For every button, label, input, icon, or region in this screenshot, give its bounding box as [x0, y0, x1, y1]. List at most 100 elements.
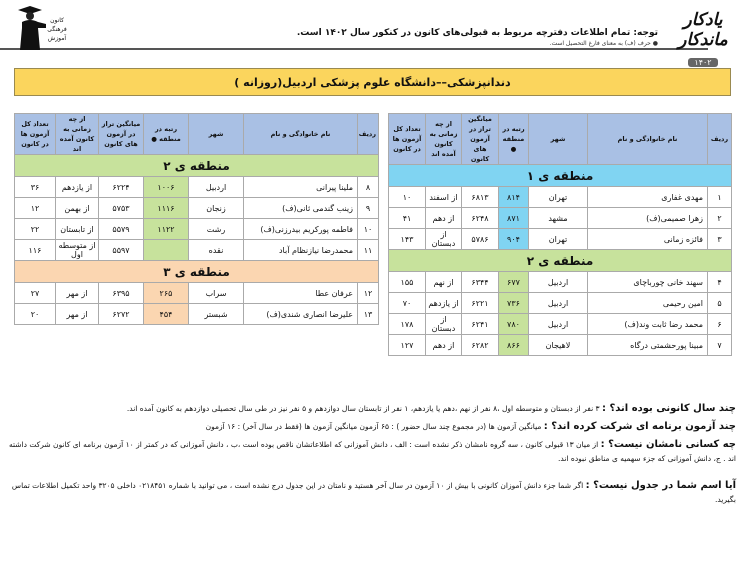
- zone-rank: ۸۱۴: [498, 186, 529, 208]
- note-question: چند سال کانونی بوده اند؟ :: [601, 403, 736, 414]
- table-row: ۹ زینب گندمی ثانی(ف) زنجان ۱۱۱۶ ۵۷۵۳ از بهمن ۱…: [14, 197, 379, 219]
- kanoon-logo: کانون فرهنگی آموزش: [6, 4, 67, 52]
- table-row: ۶ محمد رضا ثابت وند(ف) اردبیل ۷۸۰ ۶۲۴۱ از دبس…: [388, 313, 732, 335]
- zone-rank: ۸۶۶: [498, 334, 529, 356]
- average-score: ۶۳۴۴: [461, 271, 499, 293]
- row-number: ۲: [707, 207, 732, 229]
- page-title: دندانپزشکی––دانشگاه علوم پزشکی اردبیل(رو…: [14, 68, 731, 96]
- joined-since: از مهر: [55, 303, 99, 325]
- right-results-table: ردیف نام خانوادگی و نام شهر رتبه در منطقه ●…: [388, 113, 732, 356]
- joined-since: از مهر: [55, 282, 99, 304]
- note-paragraph: آیا اسم شما در جدول نیست؟ : اگر شما جزء …: [6, 479, 736, 507]
- exam-count: ۷۰: [388, 292, 426, 314]
- row-number: ۱۰: [357, 218, 379, 240]
- note-paragraph: چه کسانی نامشان نیست؟ : از میان ۱۳ قبولی…: [6, 438, 736, 466]
- exam-count: ۱۲: [14, 197, 56, 219]
- city: تهران: [528, 186, 588, 208]
- row-number: ۱۳: [357, 303, 379, 325]
- table-row: ۴ سهند خانی چورباچای اردبیل ۶۷۷ ۶۳۴۴ از نهم ۱۵…: [388, 271, 732, 293]
- average-score: ۶۲۸۲: [461, 334, 499, 356]
- note-question: چه کسانی نامشان نیست؟ :: [600, 439, 736, 450]
- table-row: ۷ مبینا پورحشمتی درگاه لاهیجان ۸۶۶ ۶۲۸۲ از ده…: [388, 334, 732, 356]
- city: اردبیل: [528, 271, 588, 293]
- notice-sub: ● حرف (ف) به معنای فارغ التحصیل است.: [549, 40, 658, 47]
- average-score: ۵۷۵۳: [98, 197, 144, 219]
- average-score: ۶۲۴۸: [461, 207, 499, 229]
- row-number: ۴: [707, 271, 732, 293]
- city: اردبیل: [528, 292, 588, 314]
- joined-since: از بهمن: [55, 197, 99, 219]
- exam-count: ۴۱: [388, 207, 426, 229]
- zone-row: منطقه ی ۳: [14, 260, 379, 283]
- exam-count: ۱۲۷: [388, 334, 426, 356]
- column-header: ردیف: [707, 113, 732, 165]
- city: نقده: [188, 239, 244, 261]
- zone-rank: [143, 239, 189, 261]
- column-header: از چه زمانی به کانون آمده اند: [425, 113, 462, 165]
- average-score: ۵۵۹۷: [98, 239, 144, 261]
- joined-since: از دهم: [425, 207, 462, 229]
- zone-rank: ۷۸۰: [498, 313, 529, 335]
- note-question: آیا اسم شما در جدول نیست؟ :: [585, 480, 736, 491]
- column-header: از چه زمانی به کانون آمده اند: [55, 113, 99, 155]
- row-number: ۹: [357, 197, 379, 219]
- zone-row: منطقه ی ۱: [388, 164, 732, 187]
- exam-count: ۳۶: [14, 176, 56, 198]
- city: زنجان: [188, 197, 244, 219]
- exam-count: ۱۷۸: [388, 313, 426, 335]
- joined-since: از دهم: [425, 334, 462, 356]
- city: رشت: [188, 218, 244, 240]
- column-header: تعداد کل آزمون ها در کانون: [388, 113, 426, 165]
- table-row: ۱۲ عرفان عطا سراب ۲۶۵ ۶۳۹۵ از مهر ۲۷: [14, 282, 379, 304]
- student-name: مهدی غفاری: [587, 186, 708, 208]
- joined-since: از یازدهم: [55, 176, 99, 198]
- student-name: مبینا پورحشمتی درگاه: [587, 334, 708, 356]
- joined-since: از دبستان: [425, 228, 462, 250]
- average-score: ۶۲۲۴: [98, 176, 144, 198]
- notice: توجه: تمام اطلاعات دفترچه مربوط به قبولی…: [297, 28, 658, 47]
- table-row: ۲ زهرا صمیمی(ف) مشهد ۸۷۱ ۶۲۴۸ از دهم ۴۱: [388, 207, 732, 229]
- student-name: امین رحیمی: [587, 292, 708, 314]
- row-number: ۷: [707, 334, 732, 356]
- student-name: عرفان عطا: [243, 282, 358, 304]
- table-row: ۱۱ محمدرضا نیازنظام آباد نقده ۵۵۹۷ از متوسطه…: [14, 239, 379, 261]
- note-answer: اگر شما جزء دانش آموزان کانونی با بیش از…: [11, 481, 736, 504]
- exam-count: ۱۰: [388, 186, 426, 208]
- city: اردبیل: [188, 176, 244, 198]
- zone-label: منطقه ی ۱: [388, 164, 732, 187]
- table-header: ردیف نام خانوادگی و نام شهر رتبه در منطقه ●…: [388, 113, 732, 165]
- zone-rank: ۶۷۷: [498, 271, 529, 293]
- table-row: ۱۳ علیرضا انصاری شندی(ف) شبستر ۴۵۴ ۶۲۷۲ از مه…: [14, 303, 379, 325]
- notice-main: توجه: تمام اطلاعات دفترچه مربوط به قبولی…: [296, 28, 658, 38]
- student-name: سهند خانی چورباچای: [587, 271, 708, 293]
- column-header: میانگین تراز در آزمون های کانون: [461, 113, 499, 165]
- average-score: ۶۲۲۱: [461, 292, 499, 314]
- student-name: زینب گندمی ثانی(ف): [243, 197, 358, 219]
- table-row: ۵ امین رحیمی اردبیل ۷۳۶ ۶۲۲۱ از یازدهم ۷۰: [388, 292, 732, 314]
- table-row: ۸ ملینا پیرانی اردبیل ۱۰۰۶ ۶۲۲۴ از یازدهم ۳۶: [14, 176, 379, 198]
- brand-name: یادکار ماندکار: [678, 10, 728, 50]
- joined-since: از دبستان: [425, 313, 462, 335]
- average-score: ۶۲۴۱: [461, 313, 499, 335]
- zone-rank: ۱۱۱۶: [143, 197, 189, 219]
- exam-count: ۱۵۵: [388, 271, 426, 293]
- city: تهران: [528, 228, 588, 250]
- average-score: ۵۷۸۶: [461, 228, 499, 250]
- zone-label: منطقه ی ۲: [14, 154, 379, 177]
- average-score: ۶۳۹۵: [98, 282, 144, 304]
- column-header: میانگین تراز در آزمون های کانون: [98, 113, 144, 155]
- table-row: ۳ فائزه زمانی تهران ۹۰۴ ۵۷۸۶ از دبستان ۱۴۳: [388, 228, 732, 250]
- zone-rank: ۱۰۰۶: [143, 176, 189, 198]
- student-name: فاطمه پورکریم بیدرزنی(ف): [243, 218, 358, 240]
- zone-row: منطقه ی ۲: [14, 154, 379, 177]
- row-number: ۱۱: [357, 239, 379, 261]
- row-number: ۱۲: [357, 282, 379, 304]
- row-number: ۶: [707, 313, 732, 335]
- column-header: رتبه در منطقه ●: [498, 113, 529, 165]
- zone-rank: ۱۱۲۲: [143, 218, 189, 240]
- zone-label: منطقه ی ۳: [14, 260, 379, 283]
- exam-count: ۲۰: [14, 303, 56, 325]
- column-header: شهر: [528, 113, 588, 165]
- exam-count: ۱۱۶: [14, 239, 56, 261]
- note-answer: از میان ۱۳ قبولی کانون ، سه گروه نامشان …: [8, 440, 736, 463]
